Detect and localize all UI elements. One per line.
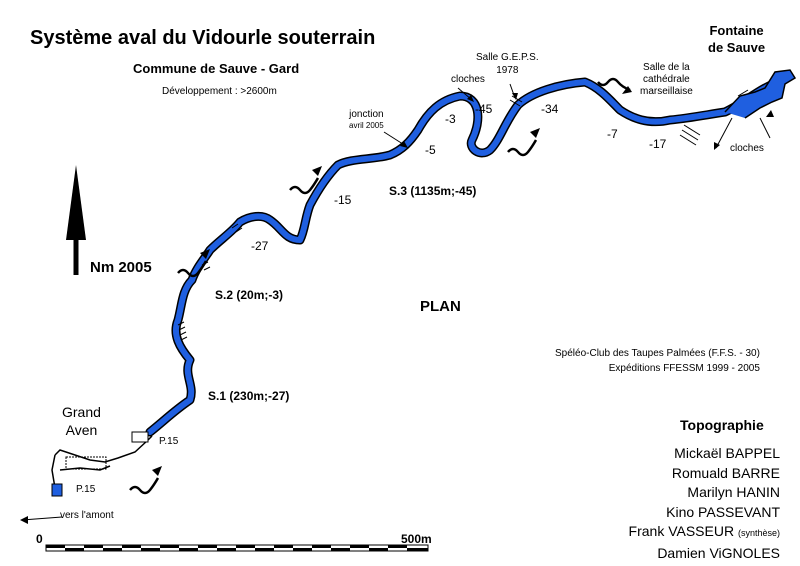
scale-bar <box>45 544 429 552</box>
topographer-name: Mickaël BAPPEL <box>674 445 780 461</box>
source-credits: Spéléo-Club des Taupes Palmées (F.F.S. -… <box>555 346 760 376</box>
topographer-name: Damien ViGNOLES <box>657 544 780 561</box>
place-fontaine-de-sauve: Fontaine de Sauve <box>708 22 765 56</box>
topographer-name: Kino PASSEVANT <box>666 503 780 520</box>
sump-s3-label: S.3 (1135m;-45) <box>389 184 477 198</box>
cathedral-room-label: Salle de la cathédrale marseillaise <box>640 62 693 98</box>
place-grand-aven-line2: Aven <box>65 422 98 438</box>
depth-label: -17 <box>649 137 667 151</box>
flow-arrows <box>129 77 631 495</box>
topographer-name: Romuald BARRE <box>671 464 780 481</box>
view-label: PLAN <box>420 298 461 315</box>
bells-label: cloches <box>451 74 485 85</box>
scale-start-label: 0 <box>36 532 43 546</box>
depth-label: -27 <box>251 239 269 253</box>
north-arrow <box>66 165 86 275</box>
cathedral-room-line1: Salle de la <box>643 62 690 73</box>
development-length: Développement : >2600m <box>162 86 277 97</box>
topographer-note: (synthèse) <box>737 528 780 538</box>
sump-s1-label: S.1 (230m;-27) <box>208 389 290 403</box>
cave-passage-dry <box>51 435 153 491</box>
map-title: Système aval du Vidourle souterrain <box>30 27 376 49</box>
depth-label: -34 <box>541 102 559 116</box>
topography-heading: Topographie <box>680 417 764 433</box>
depth-label: -3 <box>445 112 456 126</box>
place-grand-aven: Grand Aven <box>62 403 101 439</box>
place-fontaine-line2: de Sauve <box>708 40 766 55</box>
scale-end-label: 500m <box>401 532 432 546</box>
topography-list: Mickaël BAPPEL Romuald BARRE Marilyn HAN… <box>600 444 780 563</box>
north-label: Nm 2005 <box>90 259 152 276</box>
topographer-name: Marilyn HANIN <box>687 484 780 500</box>
geps-room-line2: 1978 <box>496 65 519 76</box>
shaft-label: P.15 <box>159 436 179 447</box>
source-line2: Expéditions FFESSM 1999 - 2005 <box>608 363 760 374</box>
depth-label: -45 <box>475 102 493 116</box>
shaft-label: P.15 <box>76 484 96 495</box>
geps-room-label: Salle G.E.P.S. 1978 <box>476 51 539 77</box>
cathedral-room-line3: marseillaise <box>640 86 693 97</box>
junction-note-line1: jonction <box>349 109 384 120</box>
cave-passage-water <box>145 73 790 437</box>
upstream-label: vers l'amont <box>60 510 114 521</box>
place-fontaine-line1: Fontaine <box>709 23 764 38</box>
map-subtitle: Commune de Sauve - Gard <box>133 61 300 76</box>
junction-note: jonction avril 2005 <box>349 109 384 131</box>
depth-label: -15 <box>334 193 352 207</box>
resurgence-outline <box>724 69 797 119</box>
sump-s2-label: S.2 (20m;-3) <box>215 288 284 302</box>
topographer-name: Frank VASSEUR (synthèse) <box>628 523 780 539</box>
junction-note-line2: avril 2005 <box>349 121 384 130</box>
bells-label: cloches <box>730 143 764 154</box>
depth-label: -7 <box>607 127 618 141</box>
geps-room-line1: Salle G.E.P.S. <box>476 52 539 63</box>
place-grand-aven-line1: Grand <box>62 404 101 420</box>
cathedral-room-line2: cathédrale <box>643 74 690 85</box>
source-line1: Spéléo-Club des Taupes Palmées (F.F.S. -… <box>555 348 760 359</box>
depth-label: -5 <box>425 143 436 157</box>
